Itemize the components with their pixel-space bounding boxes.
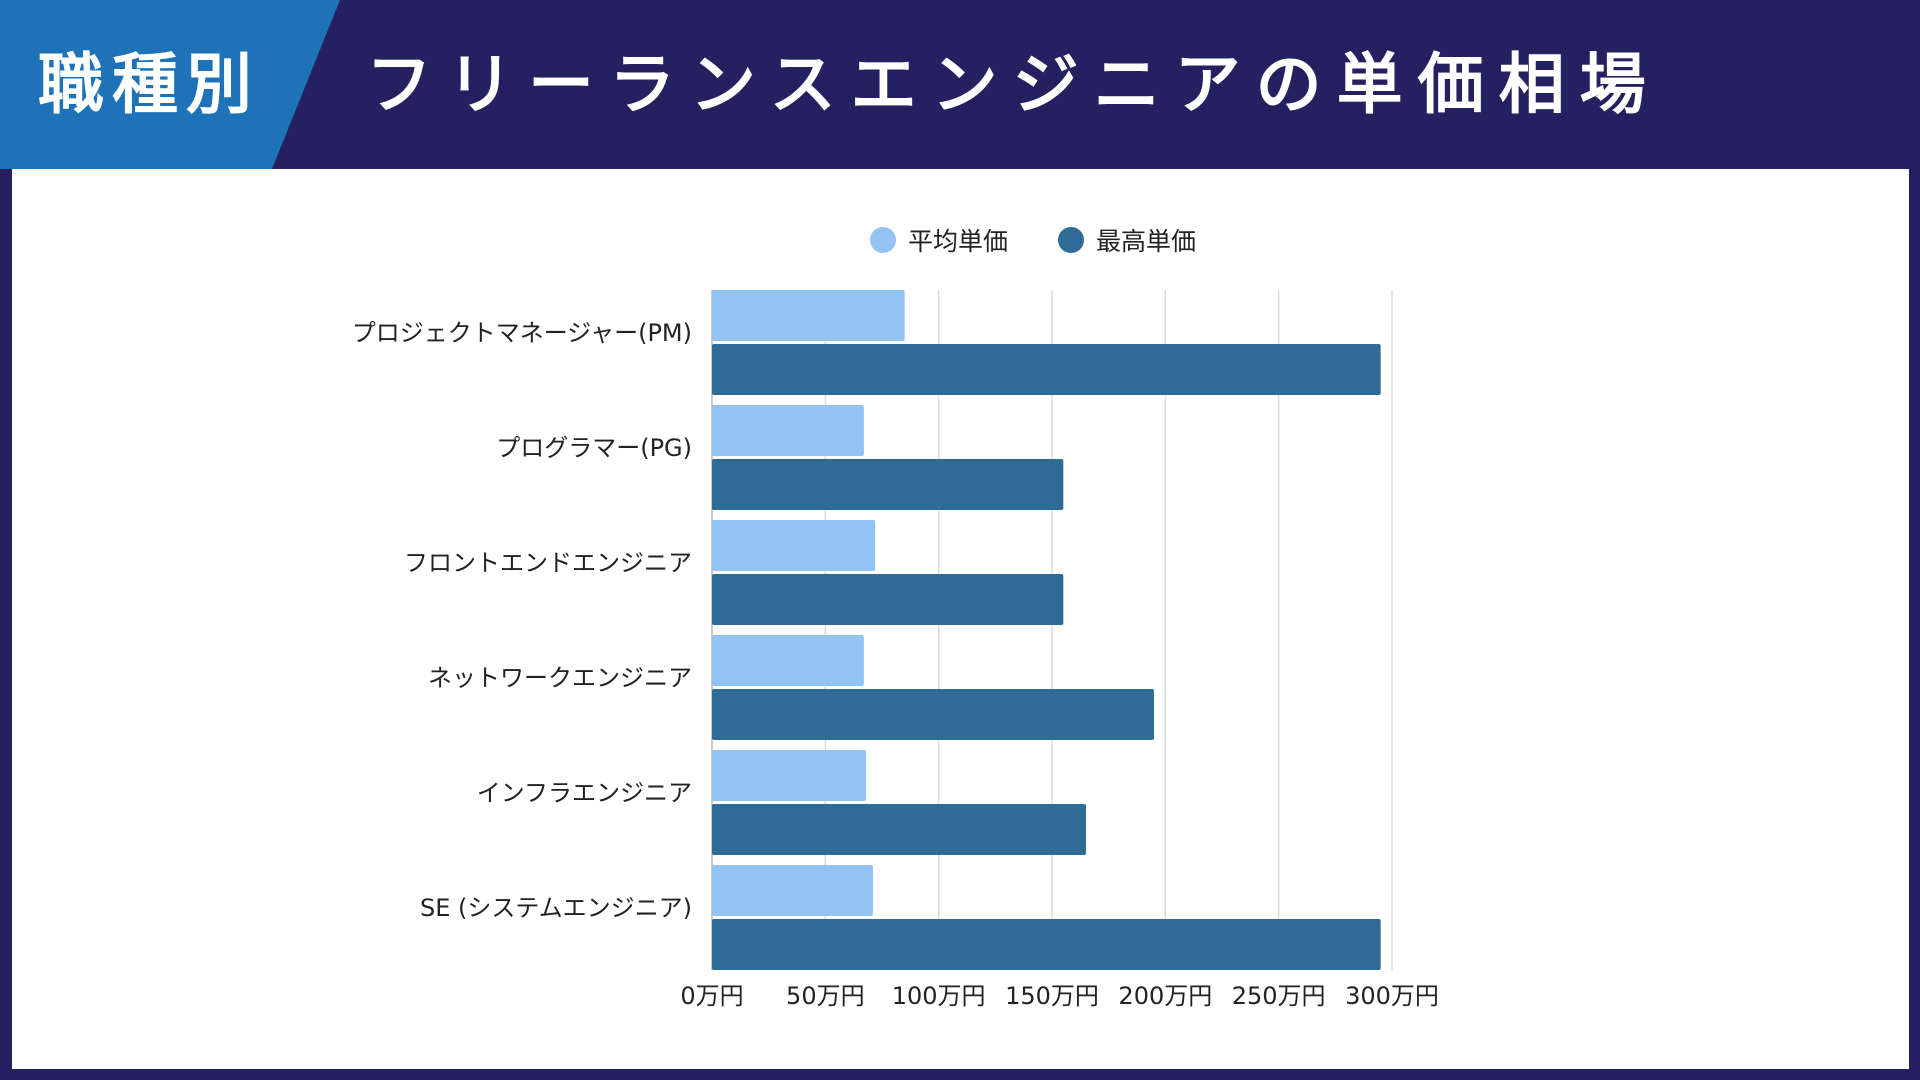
chart-legend: 平均単価 最高単価 bbox=[870, 222, 1246, 258]
legend-label-max: 最高単価 bbox=[1096, 227, 1197, 256]
bar-max bbox=[712, 919, 1381, 970]
legend-swatch-max bbox=[1058, 227, 1085, 253]
x-tick-label: 50万円 bbox=[786, 982, 865, 1010]
category-label: SE (システムエンジニア) bbox=[420, 894, 692, 922]
x-tick-label: 300万円 bbox=[1345, 982, 1439, 1010]
bar-average bbox=[712, 290, 905, 341]
category-label: インフラエンジニア bbox=[477, 779, 692, 807]
bar-max bbox=[712, 459, 1064, 510]
x-tick-label: 0万円 bbox=[680, 982, 743, 1010]
x-tick-label: 150万円 bbox=[1005, 982, 1099, 1010]
legend-label-avg: 平均単価 bbox=[908, 227, 1009, 256]
bar-average bbox=[712, 635, 864, 686]
x-tick-label: 200万円 bbox=[1118, 982, 1212, 1010]
legend-swatch-avg bbox=[870, 227, 896, 253]
category-label: プロジェクトマネージャー(PM) bbox=[352, 319, 692, 347]
bar-max bbox=[712, 689, 1154, 740]
legend-item-avg: 平均単価 bbox=[870, 222, 1008, 258]
bar-average bbox=[712, 865, 873, 916]
legend-item-max: 最高単価 bbox=[1058, 222, 1196, 258]
badge-label: 職種別 bbox=[38, 46, 260, 123]
bar-average bbox=[712, 750, 867, 801]
bar-max bbox=[712, 574, 1064, 625]
page-title: フリーランスエンジニアの単価相場 bbox=[366, 46, 1661, 123]
x-tick-label: 100万円 bbox=[892, 982, 986, 1010]
category-label: プログラマー(PG) bbox=[496, 434, 692, 462]
bar-average bbox=[712, 405, 864, 456]
bar-max bbox=[712, 804, 1086, 855]
x-tick-label: 250万円 bbox=[1232, 982, 1326, 1010]
category-label: フロントエンドエンジニア bbox=[404, 549, 692, 577]
bar-average bbox=[712, 520, 876, 571]
category-label: ネットワークエンジニア bbox=[428, 664, 692, 692]
bar-max bbox=[712, 344, 1381, 395]
